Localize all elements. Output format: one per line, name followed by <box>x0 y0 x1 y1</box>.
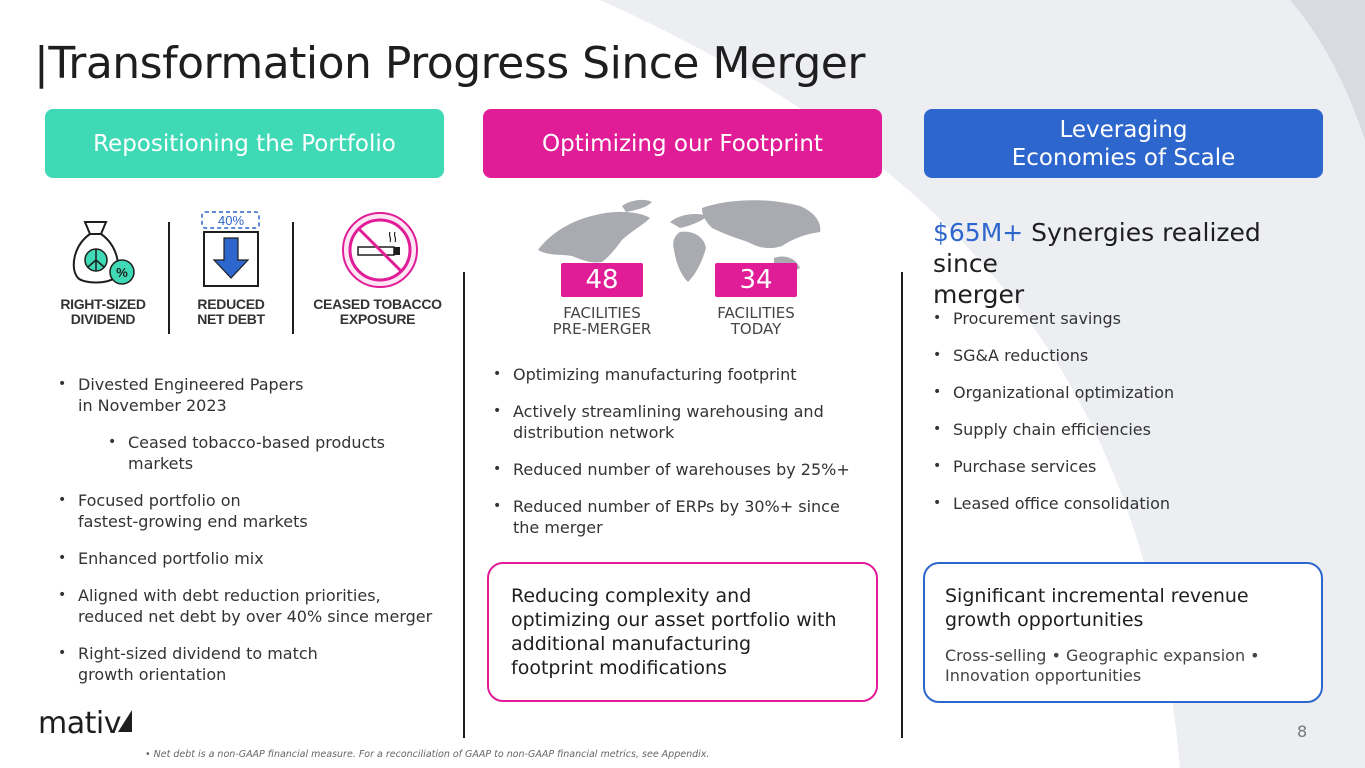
header-label: Optimizing our Footprint <box>542 130 823 157</box>
header-label-line1: Leveraging <box>1059 116 1188 143</box>
list-item: Supply chain efficiencies <box>933 419 1313 440</box>
icon-label-net-debt: REDUCED NET DEBT <box>197 296 265 327</box>
header-optimizing-footprint: Optimizing our Footprint <box>483 109 882 178</box>
list-item: Enhanced portfolio mix <box>58 548 458 569</box>
header-label-line2: Economies of Scale <box>1011 144 1236 171</box>
column-divider-right <box>901 272 903 738</box>
callout-line: Reducing complexity and <box>511 585 752 607</box>
header-economies-of-scale: Leveraging Economies of Scale <box>924 109 1323 178</box>
facilities-today-label: FACILITIES TODAY <box>717 304 795 338</box>
list-item: Purchase services <box>933 456 1313 477</box>
money-bag-percent-icon: % <box>72 221 135 285</box>
callout-sub: Cross-selling • Geographic expansion • I… <box>945 646 1260 685</box>
list-item: Aligned with debt reduction priorities,r… <box>58 585 458 627</box>
list-item: SG&A reductions <box>933 345 1313 366</box>
facilities-pre-merger-value: 48 <box>561 263 643 297</box>
icon-divider-1 <box>168 222 170 334</box>
callout-line: optimizing our asset portfolio with <box>511 609 837 631</box>
page-number: 8 <box>1297 722 1308 741</box>
callout-line: additional manufacturing <box>511 633 752 655</box>
list-item: Reduced number of ERPs by 30%+ sincethe … <box>493 496 883 538</box>
synergy-amount: $65M+ <box>933 218 1024 247</box>
footnote: • Net debt is a non-GAAP financial measu… <box>145 749 710 760</box>
header-label: Repositioning the Portfolio <box>93 130 396 157</box>
list-item: Actively streamlining warehousing anddis… <box>493 401 883 443</box>
footprint-bullet-list: Optimizing manufacturing footprint Activ… <box>493 364 883 554</box>
page-title: |Transformation Progress Since Merger <box>34 38 865 89</box>
no-smoking-icon <box>342 212 418 288</box>
list-item: Reduced number of warehouses by 25%+ <box>493 459 883 480</box>
callout-line: footprint modifications <box>511 657 727 679</box>
facilities-pre-merger-label: FACILITIES PRE-MERGER <box>552 304 652 338</box>
list-item: Procurement savings <box>933 308 1313 329</box>
icon-divider-2 <box>292 222 294 334</box>
column-divider-left <box>463 272 465 738</box>
list-item: Organizational optimization <box>933 382 1313 403</box>
header-repositioning-portfolio: Repositioning the Portfolio <box>45 109 444 178</box>
icon-label-dividend: RIGHT-SIZED DIVIDEND <box>60 296 146 327</box>
synergies-headline: $65M+ Synergies realized since merger <box>933 217 1333 310</box>
down-arrow-icon: 40% <box>201 211 260 287</box>
svg-text:%: % <box>116 265 128 280</box>
list-item: Optimizing manufacturing footprint <box>493 364 883 385</box>
scale-bullet-list: Procurement savings SG&A reductions Orga… <box>933 308 1313 530</box>
net-debt-badge: 40% <box>218 213 244 228</box>
facilities-today-value: 34 <box>715 263 797 297</box>
scale-callout: Significant incremental revenue growth o… <box>923 562 1323 703</box>
logo-mark-icon <box>118 710 132 732</box>
icon-label-tobacco: CEASED TOBACCO EXPOSURE <box>313 296 442 327</box>
company-logo: mativ <box>38 706 132 741</box>
synergy-text: Synergies realized since <box>933 218 1261 278</box>
footprint-callout: Reducing complexity and optimizing our a… <box>487 562 878 702</box>
callout-line: Significant incremental revenue <box>945 585 1249 607</box>
list-item: Leased office consolidation <box>933 493 1313 514</box>
synergy-text-line2: merger <box>933 280 1025 309</box>
callout-line: growth opportunities <box>945 609 1144 631</box>
